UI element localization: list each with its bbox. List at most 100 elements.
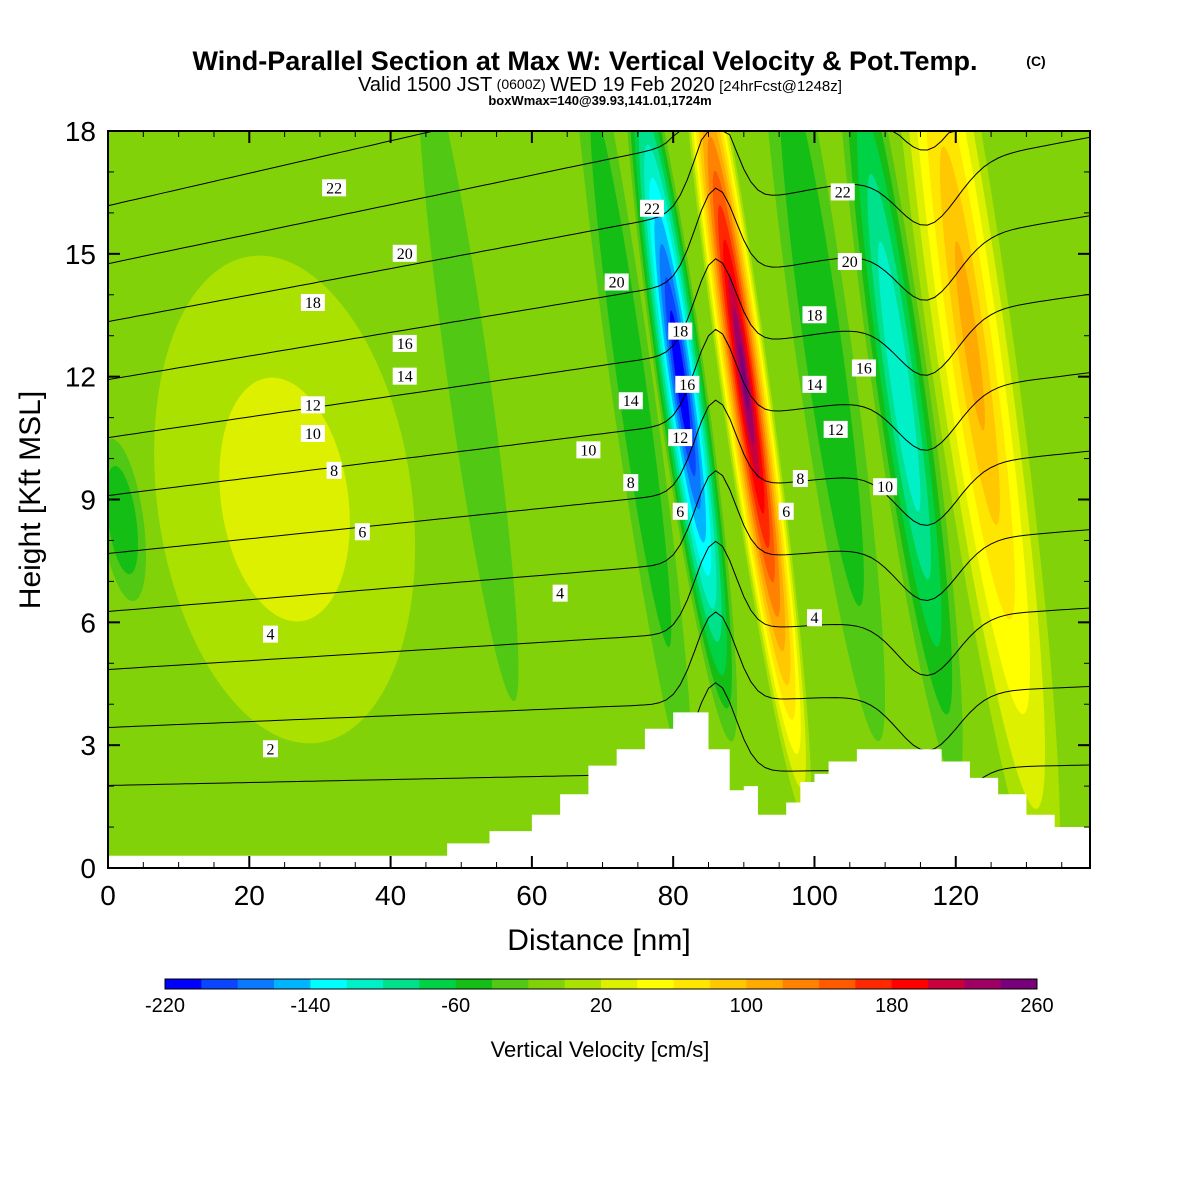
colorbar-tick-label: 260 (1020, 995, 1053, 1017)
colorbar-swatch (564, 979, 602, 989)
x-tick-label: 40 (375, 880, 406, 911)
contour-label: 12 (823, 420, 848, 439)
contour-label: 20 (392, 244, 417, 263)
theta-contour-line (108, 131, 1090, 265)
chart-subtitle-box: boxWmax=140@39.93,141.01,1724m (488, 93, 711, 108)
contour-label: 4 (806, 609, 822, 627)
colorbar-frame (164, 978, 1038, 990)
y-tick-label: 6 (80, 607, 96, 638)
contour-label-text: 6 (358, 524, 366, 541)
velocity-cell (888, 309, 910, 445)
contour-label-text: 22 (835, 184, 851, 201)
y-tick-label: 3 (80, 730, 96, 761)
theta-contour-line (108, 131, 1090, 207)
colorbar-swatch (819, 979, 856, 989)
colorbar-swatch (782, 979, 820, 989)
x-axis-label: Distance [nm] (507, 924, 690, 957)
colorbar-swatch (601, 979, 638, 989)
contour-label-bg (618, 392, 643, 410)
colorbar-swatch (673, 979, 711, 989)
theta-contour-line (108, 470, 1090, 612)
contour-label-text: 4 (556, 586, 564, 603)
subtitle-forecast: [24hrFcst@1248z] (719, 78, 842, 95)
contour-label-text: 20 (397, 246, 413, 263)
contour-label: 20 (604, 273, 629, 291)
contour-label-bg (322, 179, 347, 197)
x-tick-label: 0 (100, 880, 116, 911)
colorbar-tick-label: 180 (875, 995, 908, 1017)
contour-label-bg (639, 199, 664, 217)
contour-label: 14 (392, 367, 417, 386)
y-tick-label: 0 (80, 853, 96, 884)
contour-label-text: 4 (266, 627, 274, 644)
y-tick-label: 12 (65, 362, 96, 393)
velocity-cell (954, 241, 985, 431)
contour-label-text: 18 (305, 295, 321, 312)
contour-label: 8 (623, 474, 639, 492)
contour-label-bg (802, 375, 827, 393)
contour-label-bg (326, 461, 342, 479)
contour-label: 2 (262, 740, 278, 758)
velocity-cell (738, 342, 750, 411)
contour-label-bg (778, 502, 794, 520)
contour-label-bg (830, 183, 855, 201)
colorbar-swatch (964, 979, 1002, 989)
contour-label: 14 (802, 375, 827, 394)
x-tick-label: 100 (791, 880, 838, 911)
colorbar-swatch (710, 979, 747, 989)
contour-label-text: 12 (305, 397, 321, 414)
contour-label-bg (623, 474, 639, 492)
velocity-cell (114, 492, 131, 548)
contour-label-bg (300, 424, 325, 442)
contour-label-text: 14 (623, 393, 639, 410)
colorbar-swatch (928, 979, 965, 989)
contour-label-bg (802, 306, 827, 324)
colorbar-swatch (637, 979, 675, 989)
colorbar-tick-label: -140 (290, 995, 330, 1017)
subtitle-valid: Valid 1500 JST (358, 74, 492, 96)
contour-label: 8 (326, 461, 342, 480)
colorbar-swatch (201, 979, 239, 989)
x-tick-label: 120 (932, 880, 979, 911)
colorbar: -220 -140 -60 20 100 180 260 (145, 978, 1054, 1017)
contour-label: 18 (802, 306, 827, 324)
contour-label: 16 (851, 359, 876, 377)
colorbar-swatch (274, 979, 311, 989)
contour-label-text: 16 (856, 360, 872, 377)
x-tick-label: 80 (658, 880, 689, 911)
theta-contour-line (108, 399, 1090, 554)
contour-label-bg (672, 502, 688, 520)
velocity-cell (610, 241, 652, 512)
contour-label-bg (873, 478, 898, 496)
contour-label-bg (392, 334, 417, 352)
contour-label: 10 (300, 424, 325, 443)
contour-label-text: 6 (676, 504, 684, 521)
colorbar-swatch (528, 979, 566, 989)
contour-label: 16 (392, 334, 417, 353)
contour-label-text: 10 (580, 442, 596, 459)
contour-label-bg (806, 609, 822, 627)
contour-label-bg (668, 322, 693, 340)
theta-contour-line (108, 540, 1090, 677)
contour-label: 22 (639, 199, 664, 218)
contour-label-bg (851, 359, 876, 377)
theta-contour-line (108, 187, 1090, 381)
colorbar-label: Vertical Velocity [cm/s] (491, 1037, 710, 1062)
velocity-cell (800, 200, 843, 471)
colorbar-swatch (419, 979, 457, 989)
contour-label: 16 (675, 375, 700, 394)
contour-label: 6 (778, 502, 794, 521)
colorbar-swatch (746, 979, 784, 989)
contour-label: 22 (322, 179, 347, 197)
contour-label-text: 10 (305, 426, 321, 443)
contour-label-text: 14 (397, 369, 413, 386)
title-mark: (C) (1026, 53, 1045, 69)
contour-label: 12 (300, 396, 325, 414)
x-tick-label: 20 (234, 880, 265, 911)
contour-label-text: 16 (397, 336, 413, 353)
colorbar-tick-label: 100 (730, 995, 763, 1017)
contour-label-bg (604, 273, 629, 291)
contour-label-bg (392, 244, 417, 262)
